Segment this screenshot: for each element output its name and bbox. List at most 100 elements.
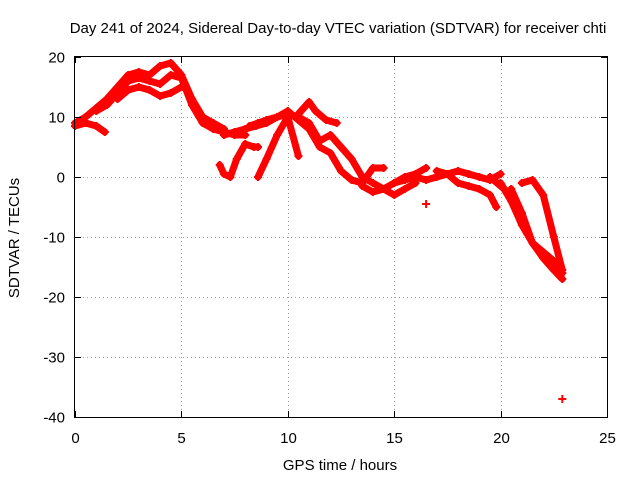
data-point: [337, 167, 345, 175]
data-point: [232, 155, 241, 163]
data-point: [177, 74, 186, 82]
data-point: [443, 170, 452, 178]
data-point: [400, 185, 409, 193]
data-point: [485, 173, 494, 181]
data-point: [102, 101, 111, 109]
data-point: [156, 62, 165, 70]
y-tick-label: 10: [48, 110, 65, 127]
data-point: [262, 116, 271, 124]
data-point: [496, 170, 505, 178]
chart-title: Day 241 of 2024, Sidereal Day-to-day VTE…: [70, 20, 607, 37]
data-point: [390, 191, 399, 199]
data-point-isolated: [422, 200, 431, 208]
plot-frame: [74, 56, 608, 418]
data-point: [400, 176, 409, 184]
data-point: [81, 119, 90, 127]
data-point: [177, 83, 186, 91]
data-trace-arc-4: [71, 119, 109, 136]
data-point: [134, 83, 143, 91]
data-point: [315, 143, 324, 151]
data-point: [245, 122, 254, 130]
data-point: [379, 164, 388, 172]
data-point: [254, 143, 263, 151]
data-point: [156, 80, 165, 88]
y-tick-label: 20: [48, 50, 65, 67]
y-tick-label: 0: [57, 170, 65, 187]
data-point: [283, 113, 292, 121]
data-point: [322, 116, 331, 124]
data-point: [305, 125, 314, 133]
data-point: [337, 143, 345, 151]
data-point: [305, 98, 314, 106]
data-point: [113, 95, 122, 103]
data-point: [475, 173, 484, 181]
data-point: [528, 239, 537, 247]
x-tick-label: 20: [493, 430, 510, 447]
data-point: [347, 176, 356, 184]
data-point: [92, 107, 101, 115]
data-point: [454, 167, 463, 175]
data-point: [254, 173, 263, 181]
data-point: [539, 251, 548, 259]
data-point: [326, 149, 335, 157]
y-tick-label: -20: [43, 290, 65, 307]
data-point: [124, 86, 133, 94]
data-point: [326, 131, 335, 139]
data-point: [454, 179, 463, 187]
x-axis-label: GPS time / hours: [283, 457, 397, 474]
x-tick-label: 25: [599, 430, 616, 447]
data-point: [422, 164, 431, 172]
data-point: [254, 119, 263, 127]
data-point: [145, 77, 154, 85]
data-point: [517, 209, 526, 217]
tick-labels: 0 5 10 15 20 25 -40 -30 -20 -10 0 10 20: [43, 50, 616, 448]
data-point: [166, 59, 175, 67]
data-point: [209, 125, 218, 133]
y-tick-label: -40: [43, 410, 65, 427]
data-series: [71, 59, 567, 403]
data-point: [92, 122, 101, 130]
data-point: [219, 131, 228, 139]
data-point: [464, 182, 473, 190]
data-point: [368, 164, 377, 172]
x-tick-label: 15: [386, 430, 403, 447]
data-point: [134, 74, 143, 82]
data-point: [241, 140, 250, 148]
data-point: [558, 266, 567, 274]
x-tick-label: 10: [280, 430, 297, 447]
data-point: [464, 170, 473, 178]
data-point: [124, 77, 133, 85]
data-point: [368, 179, 377, 187]
data-point: [539, 191, 548, 199]
data-point: [422, 176, 431, 184]
data-point: [485, 191, 494, 199]
data-point: [332, 119, 341, 127]
data-point: [230, 128, 239, 136]
data-point: [311, 107, 320, 115]
data-point-isolated: [558, 395, 567, 403]
data-point: [432, 167, 441, 175]
data-point: [226, 173, 235, 181]
data-point: [219, 170, 228, 178]
data-point: [294, 110, 303, 118]
data-point: [166, 89, 175, 97]
data-point: [492, 203, 501, 211]
data-point: [294, 152, 303, 160]
data-point: [368, 188, 377, 196]
data-trace-arc-7: [216, 140, 262, 181]
data-point: [262, 155, 271, 163]
x-tick-label: 5: [177, 430, 185, 447]
data-point: [379, 185, 388, 193]
data-point: [166, 71, 175, 79]
data-point: [528, 176, 537, 184]
data-point: [347, 155, 356, 163]
data-point: [549, 263, 558, 271]
y-tick-label: -30: [43, 350, 65, 367]
data-point: [358, 182, 367, 190]
data-point: [188, 101, 197, 109]
data-point: [156, 92, 165, 100]
data-point: [145, 86, 154, 94]
data-point: [411, 173, 420, 181]
data-point: [496, 179, 505, 187]
